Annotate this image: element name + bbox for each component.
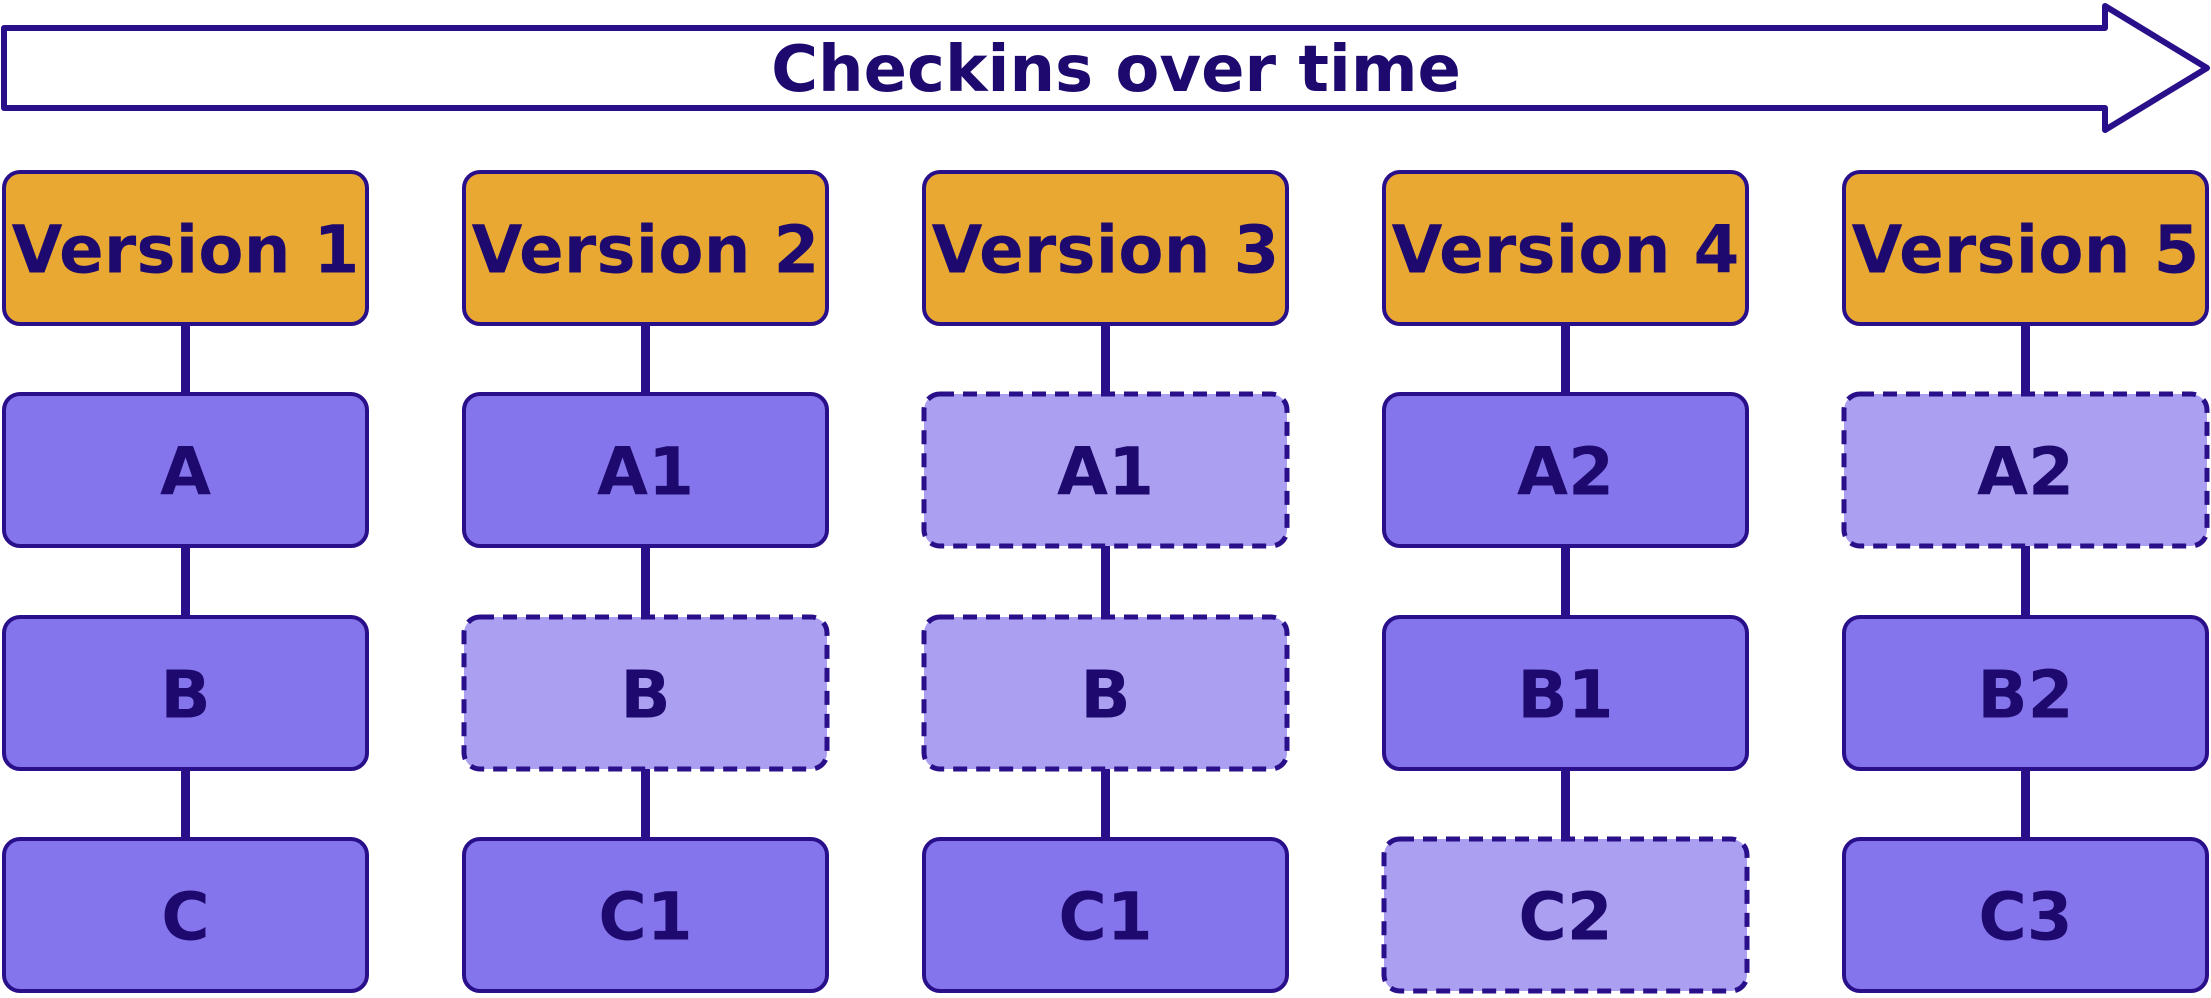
file-box-changed (2, 615, 369, 771)
version-label: Version 4 (1392, 212, 1740, 289)
file-label: A2 (1517, 434, 1614, 511)
version-column: Version 5 A2 B2 C3 (1841, 170, 2210, 993)
file-box-unchanged (1841, 391, 2210, 549)
file-label: B (160, 657, 210, 734)
timeline-arrow-group: Checkins over time (1, 3, 2210, 133)
file-box-changed (922, 837, 1289, 993)
file-box-changed (1842, 837, 2209, 993)
file-box-unchanged (1381, 836, 1750, 994)
file-label: B (620, 657, 670, 734)
file-box-changed (2, 837, 369, 993)
version-label: Version 5 (1852, 212, 2200, 289)
file-box-unchanged (921, 391, 1290, 549)
file-box-unchanged (461, 614, 830, 772)
file-label: C1 (598, 879, 692, 956)
version-column: Version 2 A1 B C1 (461, 170, 830, 993)
version-box (1842, 170, 2209, 326)
file-box-unchanged (921, 614, 1290, 772)
file-label: B2 (1977, 657, 2073, 734)
version-box (1382, 170, 1749, 326)
version-label: Version 1 (12, 212, 360, 289)
file-label: C1 (1058, 879, 1152, 956)
file-label: A2 (1977, 434, 2074, 511)
file-label: A1 (597, 434, 694, 511)
version-box (922, 170, 1289, 326)
version-box (2, 170, 369, 326)
version-column: Version 3 A1 B C1 (921, 170, 1290, 993)
file-label: C2 (1518, 879, 1612, 956)
file-label: C (161, 879, 209, 956)
version-label: Version 3 (932, 212, 1280, 289)
file-box-changed (462, 837, 829, 993)
file-label: A (160, 434, 211, 511)
file-box-changed (1382, 392, 1749, 548)
file-box-changed (1382, 615, 1749, 771)
version-column: Version 4 A2 B1 C2 (1381, 170, 1750, 994)
timeline-label: Checkins over time (771, 33, 1461, 107)
version-box (462, 170, 829, 326)
file-label: B1 (1517, 657, 1613, 734)
file-box-changed (462, 392, 829, 548)
file-label: C3 (1978, 879, 2072, 956)
file-box-changed (1842, 615, 2209, 771)
version-label: Version 2 (472, 212, 820, 289)
file-box-changed (2, 392, 369, 548)
file-label: A1 (1057, 434, 1154, 511)
version-column: Version 1 A B C (2, 170, 369, 993)
version-columns: Version 1 A B C Version 2 A1 B C1 Version 3 A1 B C1… (2, 170, 2210, 994)
timeline-arrow (1, 3, 2210, 133)
file-label: B (1080, 657, 1130, 734)
